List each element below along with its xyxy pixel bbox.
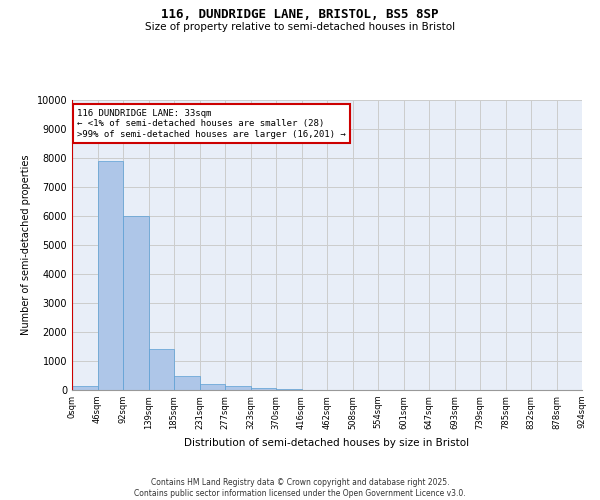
Bar — [72, 386, 97, 390]
Bar — [199, 384, 225, 390]
Bar — [123, 216, 149, 390]
Bar — [149, 350, 174, 390]
Bar — [251, 388, 276, 390]
Text: Contains HM Land Registry data © Crown copyright and database right 2025.
Contai: Contains HM Land Registry data © Crown c… — [134, 478, 466, 498]
Text: Size of property relative to semi-detached houses in Bristol: Size of property relative to semi-detach… — [145, 22, 455, 32]
Text: 116, DUNDRIDGE LANE, BRISTOL, BS5 8SP: 116, DUNDRIDGE LANE, BRISTOL, BS5 8SP — [161, 8, 439, 20]
Bar — [97, 161, 123, 390]
Bar — [174, 376, 199, 390]
Text: 116 DUNDRIDGE LANE: 33sqm
← <1% of semi-detached houses are smaller (28)
>99% of: 116 DUNDRIDGE LANE: 33sqm ← <1% of semi-… — [77, 108, 346, 138]
Y-axis label: Number of semi-detached properties: Number of semi-detached properties — [21, 155, 31, 336]
Bar — [225, 386, 251, 390]
Text: Distribution of semi-detached houses by size in Bristol: Distribution of semi-detached houses by … — [184, 438, 470, 448]
